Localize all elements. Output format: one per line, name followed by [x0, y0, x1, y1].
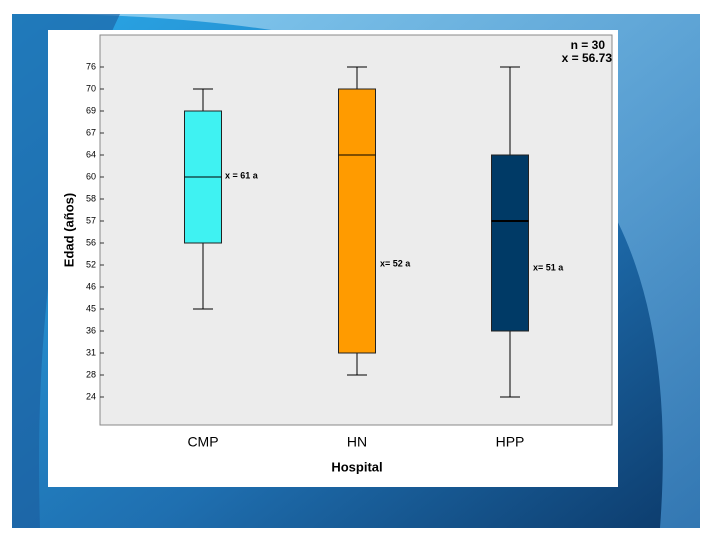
x-tick-label: CMP [187, 434, 218, 450]
y-tick-label: 57 [86, 215, 96, 225]
x-tick-label: HN [347, 434, 367, 450]
annotation: x= 52 a [380, 258, 411, 268]
y-tick-label: 60 [86, 171, 96, 181]
x-tick-label: HPP [496, 434, 525, 450]
annotation: x= 51 a [533, 262, 564, 272]
y-tick-label: 76 [86, 61, 96, 71]
box [338, 88, 376, 354]
swoosh [60, 14, 700, 528]
y-tick-label: 36 [86, 325, 96, 335]
swoosh [12, 14, 120, 528]
y-tick-label: 70 [86, 83, 96, 93]
stats-text: x = 56.73 [562, 51, 613, 65]
y-tick-label: 56 [86, 237, 96, 247]
y-axis-label: Edad (años) [61, 193, 76, 267]
y-tick-label: 28 [86, 369, 96, 379]
y-tick-label: 31 [86, 347, 96, 357]
x-axis-label: Hospital [331, 459, 382, 474]
y-tick-label: 69 [86, 105, 96, 115]
y-tick-label: 52 [86, 259, 96, 269]
y-tick-label: 46 [86, 281, 96, 291]
y-tick-label: 45 [86, 303, 96, 313]
box [491, 154, 529, 332]
stats-text: n = 30 [571, 38, 606, 52]
y-tick-label: 58 [86, 193, 96, 203]
y-tick-label: 67 [86, 127, 96, 137]
y-tick-label: 64 [86, 149, 96, 159]
annotation: x = 61 a [225, 170, 259, 180]
y-tick-label: 24 [86, 391, 96, 401]
